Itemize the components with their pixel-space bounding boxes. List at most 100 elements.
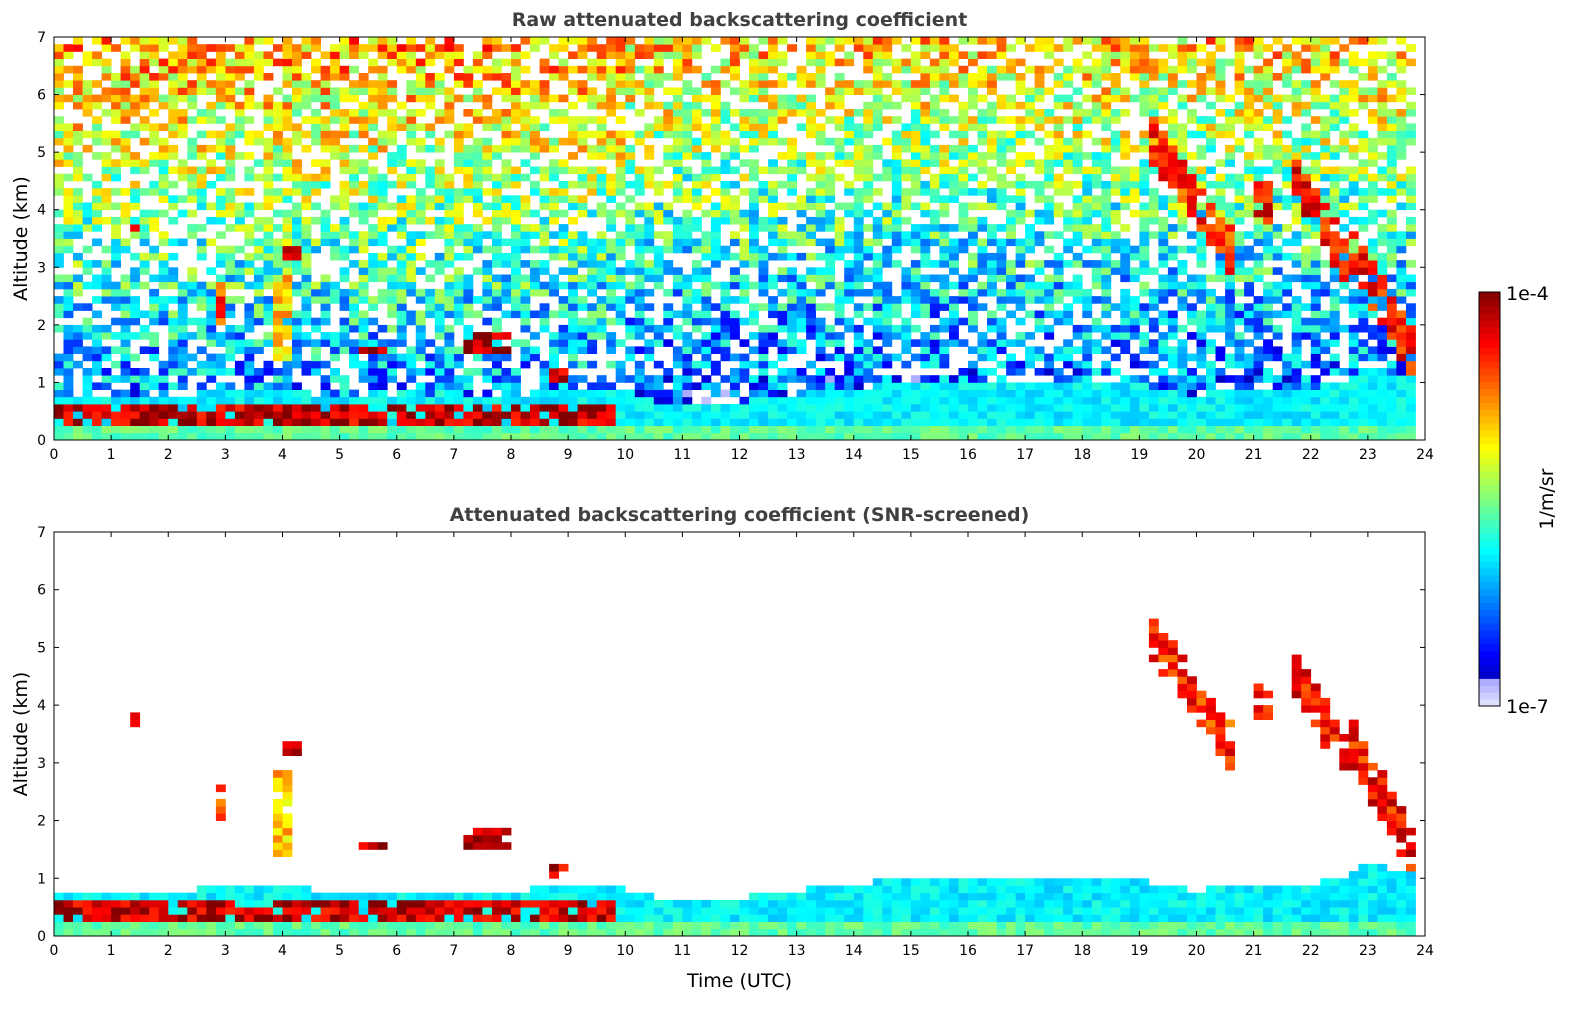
heatmap-cell	[301, 389, 312, 398]
heatmap-cell	[168, 94, 179, 103]
heatmap-cell	[596, 245, 607, 254]
heatmap-cell	[444, 37, 455, 45]
heatmap-cell	[901, 123, 912, 131]
heatmap-cell	[910, 411, 921, 419]
heatmap-cell	[215, 389, 226, 398]
heatmap-cell	[92, 260, 102, 268]
heatmap-cell	[406, 209, 417, 218]
heatmap-cell	[768, 418, 778, 426]
heatmap-cell	[910, 288, 921, 297]
heatmap-cell	[939, 274, 950, 283]
heatmap-cell	[806, 310, 816, 319]
heatmap-cell	[739, 260, 750, 268]
heatmap-cell	[472, 166, 483, 175]
heatmap-cell	[844, 425, 855, 434]
heatmap-cell	[187, 418, 198, 426]
heatmap-cell	[710, 224, 721, 232]
heatmap-cell	[796, 109, 807, 117]
heatmap-cell	[768, 101, 778, 110]
heatmap-cell	[1082, 288, 1093, 297]
heatmap-cell	[1129, 58, 1140, 67]
heatmap-cell	[1091, 116, 1102, 124]
heatmap-cell	[682, 87, 693, 95]
heatmap-cell	[368, 404, 379, 412]
heatmap-cell	[1167, 65, 1178, 74]
heatmap-cell	[1053, 94, 1064, 103]
heatmap-cell	[549, 339, 559, 347]
heatmap-cell	[1167, 109, 1178, 117]
heatmap-cell	[1015, 123, 1026, 131]
heatmap-cell	[349, 65, 359, 74]
heatmap-cell	[1120, 245, 1131, 254]
heatmap-cell	[891, 216, 902, 225]
heatmap-cell	[73, 44, 83, 52]
heatmap-cell	[787, 404, 797, 412]
heatmap-cell	[949, 116, 959, 124]
heatmap-cell	[530, 288, 540, 297]
heatmap-cell	[758, 245, 769, 254]
heatmap-cell	[615, 267, 626, 275]
heatmap-cell	[139, 87, 150, 95]
heatmap-cell	[511, 310, 521, 319]
heatmap-cell	[691, 65, 702, 74]
heatmap-cell	[168, 180, 179, 189]
heatmap-cell	[282, 238, 293, 247]
heatmap-cell	[396, 411, 407, 419]
heatmap-cell	[787, 180, 797, 189]
heatmap-cell	[168, 73, 179, 81]
heatmap-cell	[682, 396, 693, 405]
heatmap-cell	[682, 245, 693, 254]
heatmap-cell	[1091, 339, 1102, 347]
heatmap-cell	[672, 288, 683, 297]
heatmap-cell	[796, 73, 807, 81]
heatmap-cell	[1177, 353, 1188, 362]
heatmap-cell	[1053, 188, 1064, 196]
heatmap-cell	[1082, 411, 1093, 419]
heatmap-cell	[472, 94, 483, 103]
heatmap-cell	[1063, 288, 1074, 297]
heatmap-cell	[234, 368, 245, 376]
heatmap-cell	[939, 353, 950, 362]
heatmap-cell	[1110, 58, 1121, 67]
heatmap-cell	[177, 195, 188, 203]
heatmap-cell	[844, 109, 855, 117]
heatmap-cell	[206, 339, 217, 347]
heatmap-cell	[977, 123, 988, 131]
heatmap-cell	[1015, 180, 1026, 189]
heatmap-cell	[663, 159, 674, 167]
heatmap-cell	[320, 432, 331, 441]
heatmap-cell	[1187, 209, 1197, 218]
heatmap-cell	[292, 260, 302, 268]
heatmap-cell	[253, 389, 264, 398]
heatmap-cell	[1167, 389, 1178, 398]
heatmap-cell	[168, 195, 179, 203]
heatmap-cell	[387, 80, 398, 88]
heatmap-cell	[644, 324, 655, 333]
heatmap-cell	[710, 432, 721, 441]
heatmap-cell	[853, 339, 864, 347]
heatmap-cell	[396, 353, 407, 362]
heatmap-cell	[82, 353, 93, 362]
heatmap-cell	[606, 37, 617, 45]
heatmap-cell	[63, 80, 74, 88]
heatmap-cell	[1110, 216, 1121, 225]
heatmap-cell	[749, 382, 759, 390]
heatmap-cell	[1139, 418, 1150, 426]
heatmap-cell	[758, 288, 769, 297]
heatmap-cell	[920, 252, 931, 261]
heatmap-cell	[787, 202, 797, 211]
heatmap-cell	[577, 317, 588, 326]
heatmap-cell	[234, 274, 245, 283]
heatmap-cell	[1063, 317, 1074, 326]
heatmap-cell	[872, 216, 883, 225]
heatmap-cell	[882, 375, 893, 383]
heatmap-cell	[1148, 339, 1159, 347]
heatmap-cell	[406, 389, 417, 398]
heatmap-cell	[615, 368, 626, 376]
heatmap-cell	[434, 116, 445, 124]
heatmap-cell	[853, 238, 864, 247]
heatmap-cell	[482, 267, 493, 275]
heatmap-cell	[1120, 238, 1131, 247]
heatmap-cell	[311, 80, 321, 88]
heatmap-cell	[301, 80, 312, 88]
